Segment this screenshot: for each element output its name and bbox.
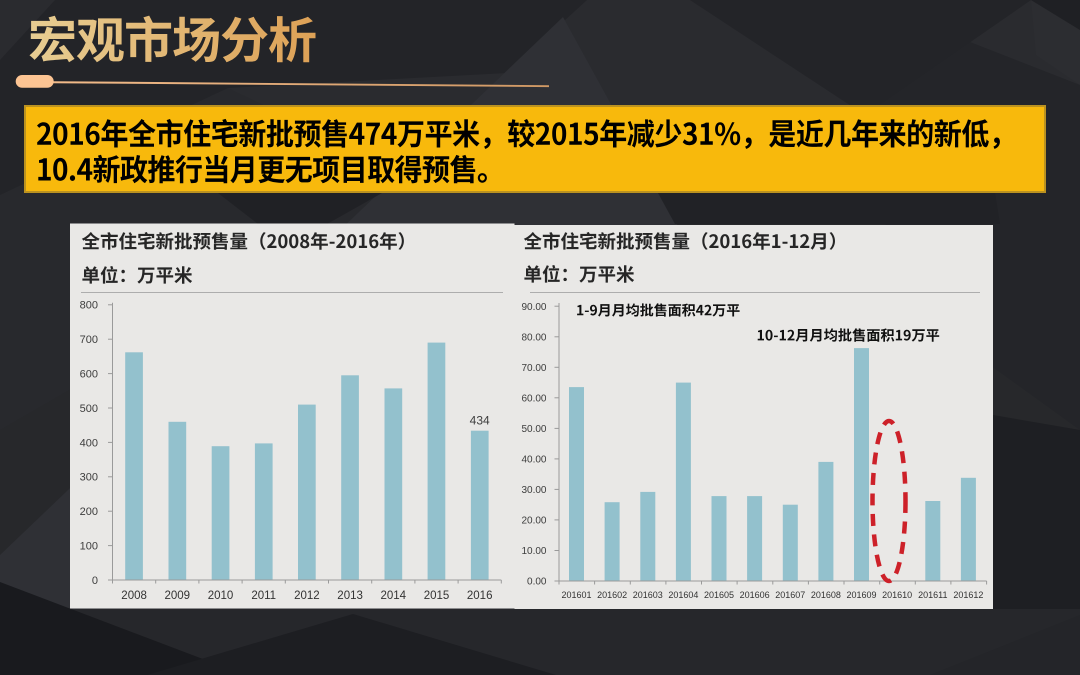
svg-text:10.00: 10.00 bbox=[521, 546, 546, 557]
svg-text:2010: 2010 bbox=[208, 590, 234, 602]
svg-text:201602: 201602 bbox=[597, 590, 627, 600]
svg-text:201609: 201609 bbox=[847, 590, 877, 600]
svg-text:700: 700 bbox=[80, 334, 98, 346]
svg-text:201606: 201606 bbox=[740, 590, 770, 600]
svg-text:100: 100 bbox=[80, 541, 98, 553]
svg-text:0: 0 bbox=[92, 575, 98, 587]
svg-text:201611: 201611 bbox=[918, 590, 947, 600]
svg-text:2016: 2016 bbox=[467, 590, 493, 602]
svg-text:2013: 2013 bbox=[337, 590, 363, 602]
svg-text:2011: 2011 bbox=[251, 590, 276, 602]
svg-text:201605: 201605 bbox=[704, 590, 734, 600]
svg-text:201604: 201604 bbox=[668, 590, 698, 600]
svg-text:201610: 201610 bbox=[882, 590, 912, 600]
svg-text:30.00: 30.00 bbox=[521, 485, 546, 496]
svg-text:60.00: 60.00 bbox=[521, 393, 546, 404]
svg-text:201603: 201603 bbox=[633, 590, 663, 600]
svg-text:800: 800 bbox=[80, 300, 98, 312]
svg-text:201601: 201601 bbox=[561, 590, 591, 600]
svg-text:80.00: 80.00 bbox=[521, 332, 546, 343]
svg-text:2012: 2012 bbox=[294, 590, 320, 602]
svg-text:201607: 201607 bbox=[775, 590, 805, 600]
svg-text:70.00: 70.00 bbox=[521, 363, 546, 374]
svg-text:500: 500 bbox=[80, 403, 98, 415]
svg-text:600: 600 bbox=[80, 369, 98, 381]
svg-text:201612: 201612 bbox=[953, 590, 983, 600]
svg-text:2008: 2008 bbox=[121, 590, 147, 602]
svg-text:434: 434 bbox=[470, 414, 490, 428]
svg-text:20.00: 20.00 bbox=[521, 516, 546, 527]
svg-text:2015: 2015 bbox=[424, 590, 450, 602]
svg-text:201608: 201608 bbox=[811, 590, 841, 600]
svg-text:300: 300 bbox=[80, 472, 98, 484]
svg-text:40.00: 40.00 bbox=[521, 454, 546, 465]
svg-text:2014: 2014 bbox=[381, 590, 407, 602]
svg-text:2009: 2009 bbox=[165, 590, 191, 602]
svg-text:0.00: 0.00 bbox=[527, 577, 547, 588]
svg-text:90.00: 90.00 bbox=[521, 302, 546, 313]
svg-text:400: 400 bbox=[80, 437, 98, 449]
svg-text:50.00: 50.00 bbox=[521, 424, 546, 435]
svg-text:200: 200 bbox=[80, 506, 98, 518]
